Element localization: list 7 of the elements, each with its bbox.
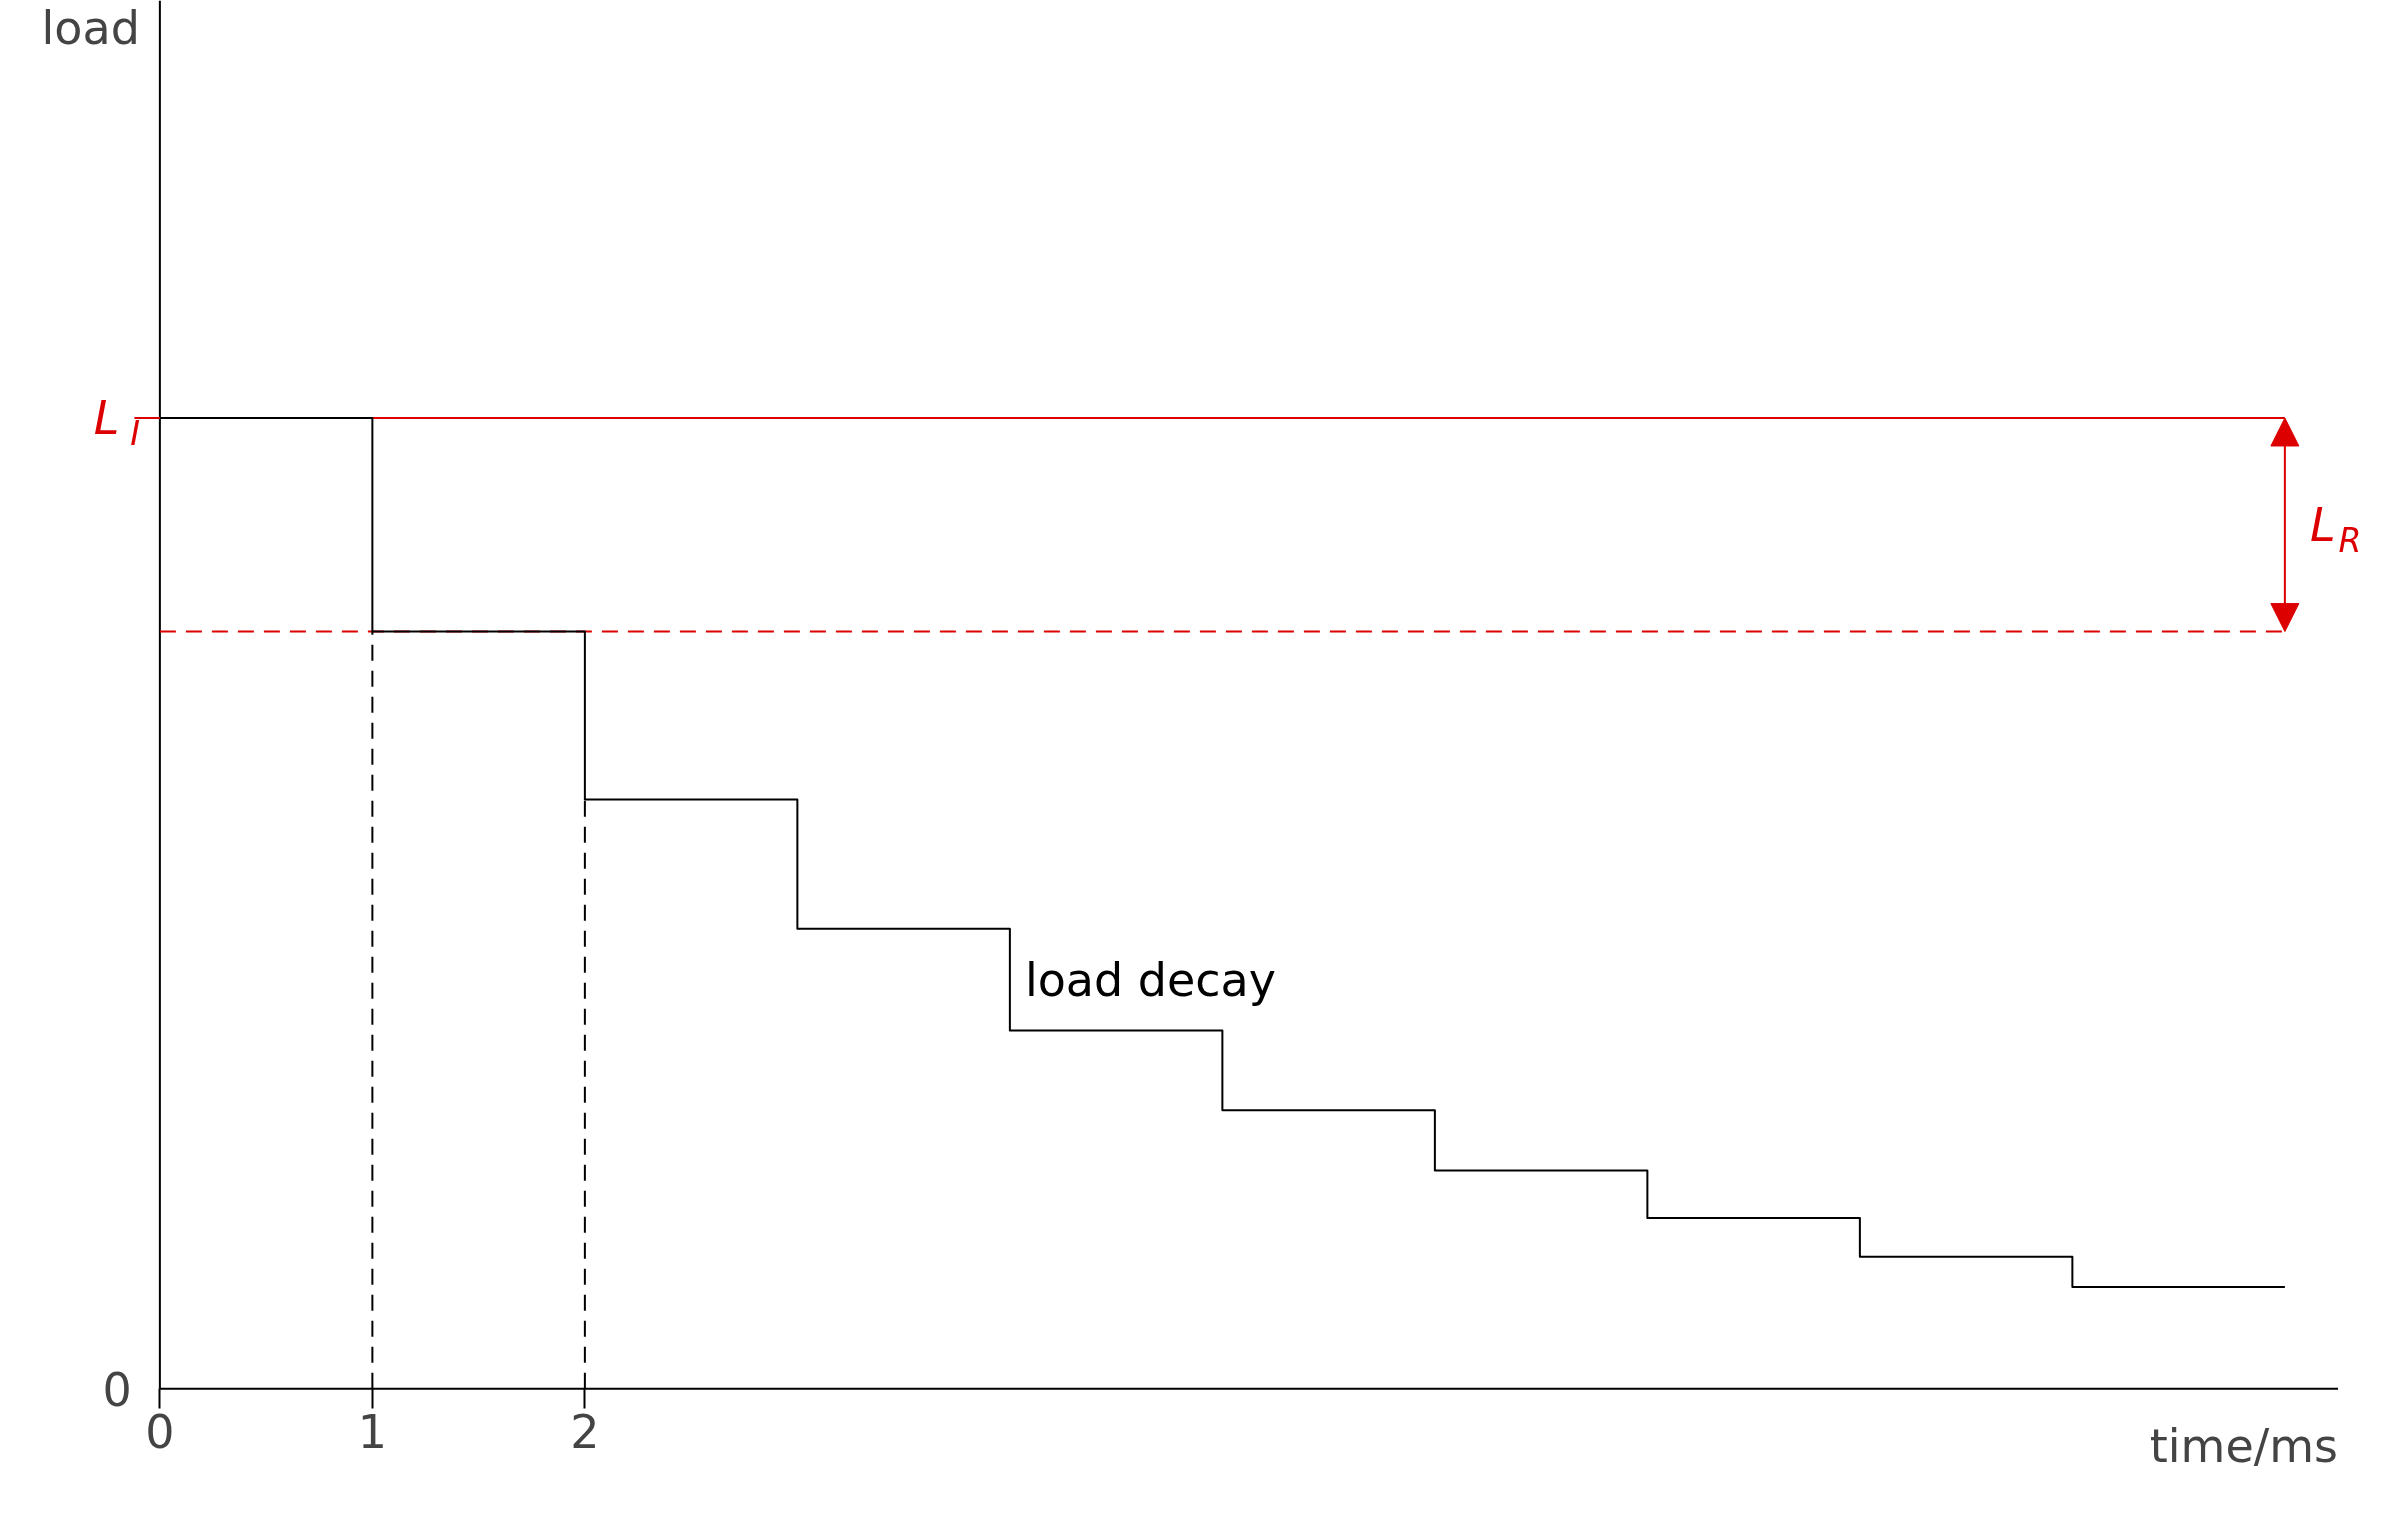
x-tick-label: 0 <box>145 1404 175 1459</box>
text: load <box>41 0 140 55</box>
x-tick-label: 1 <box>357 1404 388 1459</box>
x-axis-title: time/ms <box>2149 1418 2338 1473</box>
series-label: load decay <box>1024 952 1277 1007</box>
x-tick-label: 2 <box>570 1404 600 1459</box>
text: 0 <box>102 1362 132 1417</box>
